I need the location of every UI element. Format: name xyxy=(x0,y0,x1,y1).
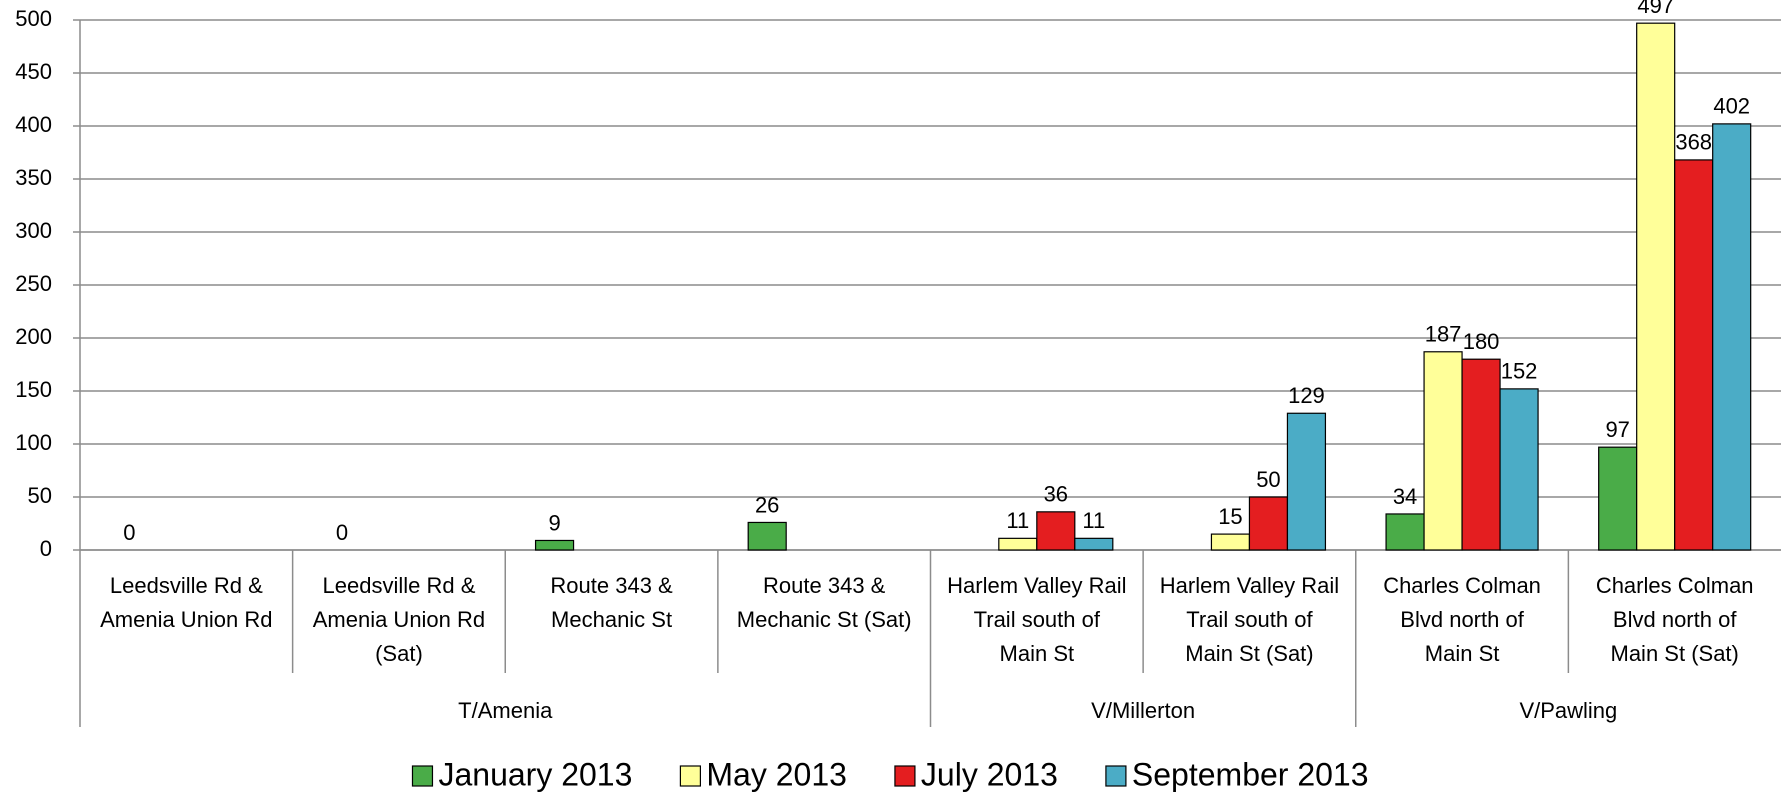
data-label: 368 xyxy=(1675,130,1712,155)
data-label: 152 xyxy=(1501,359,1538,384)
y-tick-label: 400 xyxy=(15,112,52,137)
legend-label: July 2013 xyxy=(921,756,1058,792)
legend: January 2013 May 2013 July 2013 September 2… xyxy=(411,756,1369,792)
x-tick-label: (Sat) xyxy=(375,641,423,666)
bar xyxy=(998,537,1038,551)
y-tick-label: 250 xyxy=(15,271,52,296)
data-label: 180 xyxy=(1463,329,1500,354)
data-label: 15 xyxy=(1218,504,1242,529)
x-tick-label: Harlem Valley Rail xyxy=(947,573,1126,598)
data-label: 402 xyxy=(1713,94,1750,119)
x-tick-label: Mechanic St (Sat) xyxy=(737,607,912,632)
x-tick-label: Mechanic St xyxy=(551,607,672,632)
data-label: 497 xyxy=(1637,0,1674,18)
bar xyxy=(1248,496,1289,551)
y-tick-label: 500 xyxy=(15,6,52,31)
bar xyxy=(1074,537,1114,551)
y-tick-label: 300 xyxy=(15,218,52,243)
data-label: 11 xyxy=(1082,508,1105,533)
y-tick-label: 100 xyxy=(15,430,52,455)
legend-label: May 2013 xyxy=(706,756,847,792)
legend-label: January 2013 xyxy=(438,756,632,792)
x-tick-label: Route 343 & xyxy=(550,573,673,598)
bar xyxy=(534,539,575,551)
x-tick-label: Charles Colman xyxy=(1383,573,1541,598)
bar xyxy=(747,521,787,551)
legend-swatch xyxy=(679,765,701,787)
y-tick-label: 50 xyxy=(28,483,52,508)
x-tick-label: Main St (Sat) xyxy=(1185,641,1313,666)
data-label: 26 xyxy=(755,492,779,517)
x-tick-label: Leedsville Rd & xyxy=(110,573,263,598)
data-label: 11 xyxy=(1006,508,1029,533)
data-label: 9 xyxy=(548,510,560,535)
legend-swatch xyxy=(894,765,916,787)
bar xyxy=(1461,358,1501,551)
data-label: 50 xyxy=(1256,467,1280,492)
data-label: 0 xyxy=(336,520,348,545)
bar xyxy=(1598,446,1638,551)
legend-label: September 2013 xyxy=(1132,756,1369,792)
bar xyxy=(1636,22,1676,551)
bar xyxy=(1499,388,1539,551)
group-label: V/Millerton xyxy=(1091,698,1195,723)
bar xyxy=(1674,159,1714,551)
group-label: V/Pawling xyxy=(1519,698,1617,723)
data-label: 0 xyxy=(123,520,135,545)
data-label: 187 xyxy=(1425,322,1462,347)
bar xyxy=(1210,533,1251,551)
bar xyxy=(1712,123,1752,551)
x-tick-label: Blvd north of xyxy=(1400,607,1524,632)
legend-swatch xyxy=(1105,765,1127,787)
x-tick-label: Amenia Union Rd xyxy=(100,607,272,632)
bar xyxy=(1385,513,1425,551)
x-tick-label: Harlem Valley Rail xyxy=(1160,573,1339,598)
x-tick-label: Main St xyxy=(1425,641,1500,666)
data-label: 97 xyxy=(1605,417,1629,442)
data-label: 36 xyxy=(1044,482,1068,507)
y-tick-label: 200 xyxy=(15,324,52,349)
bar xyxy=(1286,412,1327,551)
group-label: T/Amenia xyxy=(458,698,553,723)
x-tick-label: Main St xyxy=(1000,641,1075,666)
y-tick-label: 150 xyxy=(15,377,52,402)
bar xyxy=(1423,351,1463,551)
data-label: 34 xyxy=(1393,484,1417,509)
x-tick-label: Main St (Sat) xyxy=(1611,641,1739,666)
x-tick-label: Route 343 & xyxy=(763,573,886,598)
x-tick-label: Amenia Union Rd xyxy=(313,607,485,632)
legend-swatch xyxy=(411,765,434,787)
x-tick-label: Charles Colman xyxy=(1596,573,1754,598)
x-tick-label: Leedsville Rd & xyxy=(323,573,476,598)
data-label: 129 xyxy=(1288,383,1325,408)
bar xyxy=(1036,511,1076,551)
y-tick-label: 350 xyxy=(15,165,52,190)
y-tick-label: 450 xyxy=(15,59,52,84)
y-tick-label: 0 xyxy=(40,536,52,561)
x-tick-label: Trail south of xyxy=(974,607,1101,632)
x-tick-label: Blvd north of xyxy=(1613,607,1737,632)
x-tick-label: Trail south of xyxy=(1186,607,1313,632)
